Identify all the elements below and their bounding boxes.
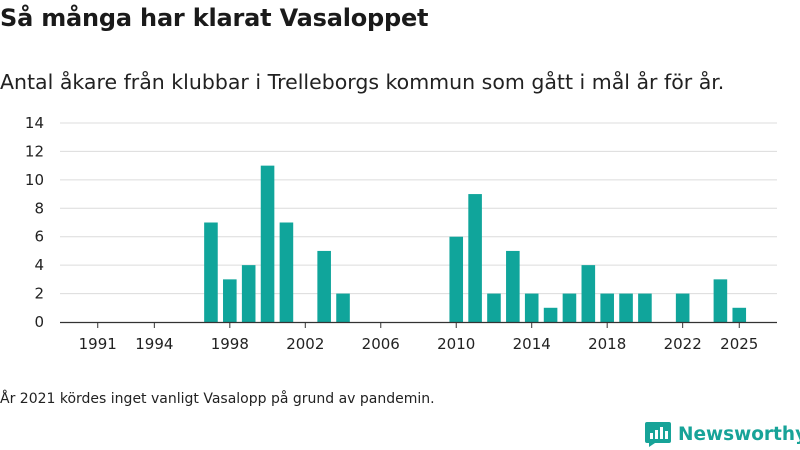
- y-tick-label: 0: [34, 313, 44, 331]
- y-tick-label: 10: [25, 171, 44, 189]
- bar: [336, 293, 350, 322]
- footnote: År 2021 kördes inget vanligt Vasalopp på…: [0, 391, 435, 407]
- bar: [619, 293, 633, 322]
- newsworthy-logo[interactable]: Newsworthy: [644, 420, 800, 448]
- x-tick-label: 2006: [362, 335, 400, 353]
- gridlines: [60, 122, 777, 295]
- bar: [317, 250, 331, 322]
- y-tick-label: 14: [25, 114, 44, 132]
- bar: [524, 293, 539, 322]
- x-tick-label: 1994: [135, 335, 173, 353]
- x-tick-label: 2025: [720, 335, 758, 353]
- bar: [241, 265, 256, 322]
- bar: [223, 279, 237, 322]
- x-tick-label: 1998: [211, 335, 249, 353]
- x-tick-label: 1991: [79, 335, 117, 353]
- x-tick-label: 2002: [286, 335, 324, 353]
- bar: [638, 293, 652, 322]
- bar: [713, 279, 728, 322]
- bar: [732, 307, 747, 322]
- bar: [675, 293, 690, 322]
- chart-title: Så många har klarat Vasaloppet: [0, 4, 429, 32]
- y-tick-label: 12: [25, 142, 44, 160]
- chart-subtitle: Antal åkare från klubbar i Trelleborgs k…: [0, 70, 725, 94]
- bar: [543, 307, 558, 322]
- newsworthy-logo-icon: [645, 422, 671, 447]
- y-tick-label: 4: [34, 256, 44, 274]
- x-tick-label: 2010: [437, 335, 475, 353]
- x-tick-label: 2022: [664, 335, 702, 353]
- y-tick-label: 8: [34, 199, 44, 217]
- bar: [260, 165, 275, 322]
- bars: [204, 165, 747, 322]
- x-axis: 1991 1994 1998 2002 2006 2010 2014 2018 2022 2025: [60, 321, 777, 353]
- bar: [600, 293, 614, 322]
- bar: [562, 293, 577, 322]
- logo-text: Newsworthy: [678, 423, 800, 445]
- bar: [468, 194, 482, 322]
- bar: [506, 250, 520, 322]
- y-tick-label: 2: [34, 285, 44, 303]
- bar: [204, 222, 218, 322]
- y-tick-label: 6: [34, 228, 44, 246]
- bar: [581, 265, 596, 322]
- bar: [449, 236, 464, 322]
- bar-chart: 0 2 4 6 8 10 12 14 1991 1994 1998 2002 2006 2010 2014…: [25, 114, 777, 353]
- bar: [487, 293, 501, 322]
- bar: [279, 222, 294, 322]
- x-tick-label: 2014: [513, 335, 551, 353]
- x-tick-label: 2018: [588, 335, 626, 353]
- y-axis-ticks: 0 2 4 6 8 10 12 14: [25, 114, 44, 331]
